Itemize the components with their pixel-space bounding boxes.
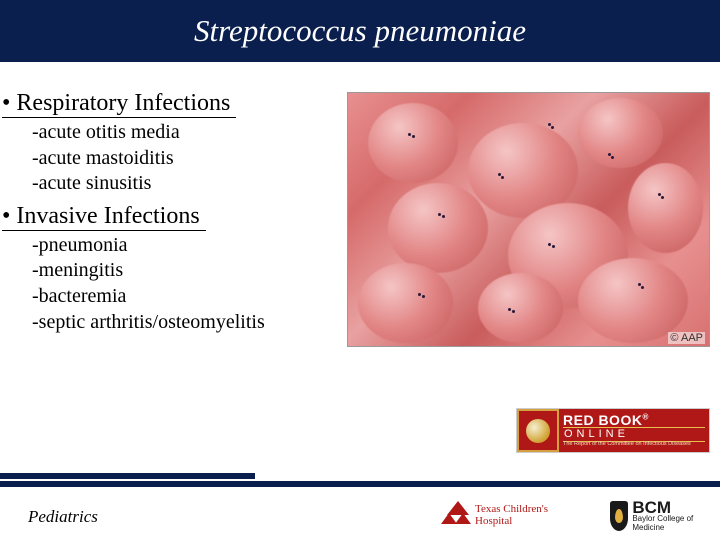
section-respiratory: • Respiratory Infections -acute otitis m…: [0, 90, 360, 197]
list-item: -acute otitis media: [32, 120, 360, 146]
list-item: -meningitis: [32, 258, 360, 284]
redbook-online: ONLINE: [563, 427, 705, 442]
bcm-text: BCM Baylor College of Medicine: [632, 500, 705, 532]
tch-line2: Hospital: [475, 516, 548, 528]
heading-respiratory: • Respiratory Infections: [2, 90, 236, 118]
tch-mark-icon: [445, 501, 471, 531]
image-copyright: © AAP: [668, 332, 705, 344]
redbook-brand: RED BOOK: [563, 412, 642, 428]
microscopy-image: © AAP: [347, 92, 710, 347]
redbook-globe-icon: [517, 409, 559, 452]
subitems-invasive: -pneumonia -meningitis -bacteremia -sept…: [32, 233, 360, 335]
bcm-logo: BCM Baylor College of Medicine: [610, 497, 705, 535]
decorative-bar-full: [0, 481, 720, 487]
redbook-reg: ®: [642, 413, 648, 422]
tch-logo: Texas Children's Hospital: [445, 497, 590, 535]
bcm-line1: Baylor College of Medicine: [632, 515, 705, 532]
redbook-tagline: The Report of the Committee on Infectiou…: [563, 442, 705, 448]
list-item: -acute mastoiditis: [32, 146, 360, 172]
subitems-respiratory: -acute otitis media -acute mastoiditis -…: [32, 120, 360, 197]
list-item: -pneumonia: [32, 233, 360, 259]
redbook-text: RED BOOK® ONLINE The Report of the Commi…: [559, 409, 709, 452]
section-invasive: • Invasive Infections -pneumonia -mening…: [0, 203, 360, 335]
list-item: -acute sinusitis: [32, 171, 360, 197]
text-content: • Respiratory Infections -acute otitis m…: [0, 90, 360, 341]
footer-department: Pediatrics: [28, 507, 98, 527]
decorative-bar-short: [0, 473, 255, 479]
bcm-acronym: BCM: [632, 500, 705, 515]
redbook-logo: RED BOOK® ONLINE The Report of the Commi…: [516, 408, 710, 453]
slide-title: Streptococcus pneumoniae: [194, 13, 526, 49]
heading-invasive: • Invasive Infections: [2, 203, 206, 231]
list-item: -bacteremia: [32, 284, 360, 310]
tch-text: Texas Children's Hospital: [475, 504, 548, 527]
bcm-shield-icon: [610, 501, 628, 531]
list-item: -septic arthritis/osteomyelitis: [32, 310, 360, 336]
footer: Pediatrics Texas Children's Hospital BCM…: [0, 495, 720, 540]
title-bar: Streptococcus pneumoniae: [0, 0, 720, 62]
